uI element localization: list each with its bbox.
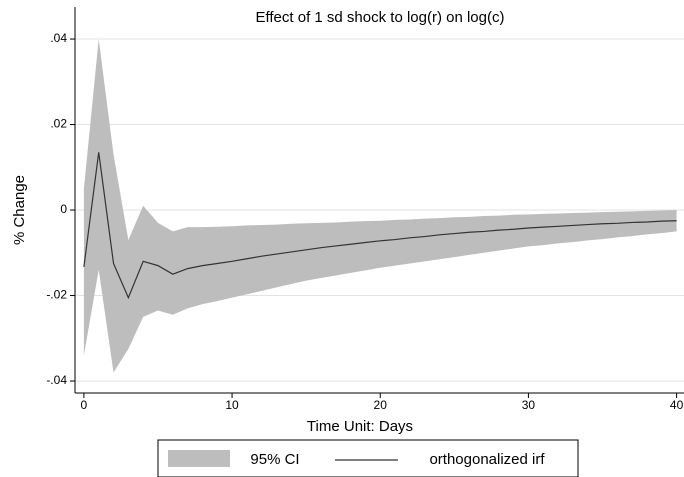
x-tick-label: 20 xyxy=(374,398,388,412)
legend-box xyxy=(157,439,579,477)
ci-band xyxy=(83,39,677,373)
legend-swatch xyxy=(168,450,230,467)
y-tick-label: 0 xyxy=(60,202,67,216)
y-axis-label: % Change xyxy=(11,175,28,245)
y-tick-label: .04 xyxy=(50,31,67,45)
irf-line xyxy=(83,152,677,300)
x-tick-label: 10 xyxy=(225,398,239,412)
x-tick-label: 30 xyxy=(522,398,536,412)
y-tick-label: -.02 xyxy=(46,288,67,302)
x-tick-label: 40 xyxy=(670,398,684,412)
chart-title: Effect of 1 sd shock to log(r) on log(c) xyxy=(255,9,504,26)
x-axis-label: Time Unit: Days xyxy=(307,418,413,435)
x-tick-label: 0 xyxy=(81,398,88,412)
legend-label: 95% CI xyxy=(250,451,299,468)
y-tick-label: .02 xyxy=(50,117,67,131)
legend-label: orthogonalized irf xyxy=(429,451,545,468)
y-tick-label: -.04 xyxy=(46,373,67,387)
